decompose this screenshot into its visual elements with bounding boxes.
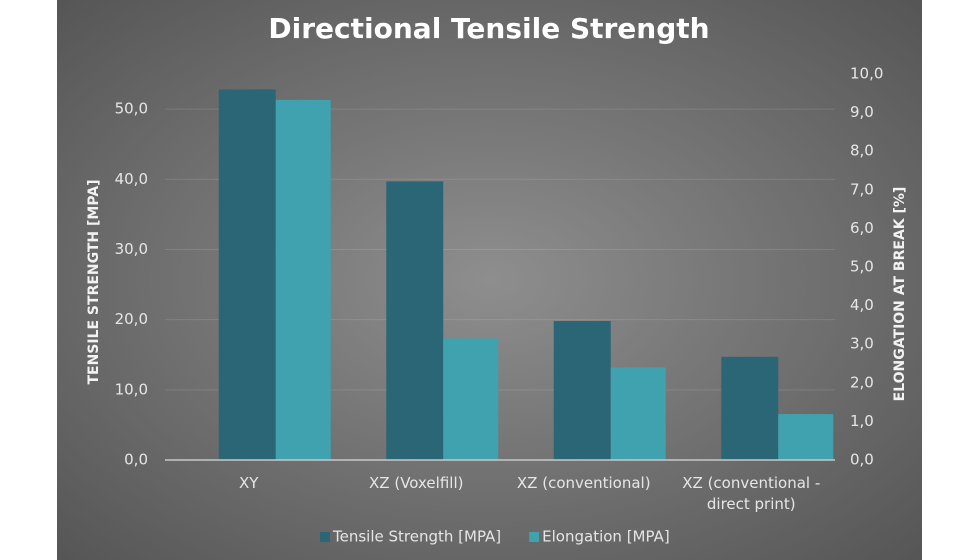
y2-tick-label: 3,0 <box>850 335 874 353</box>
y-tick-label: 50,0 <box>115 100 148 118</box>
bar <box>553 321 611 460</box>
y2-tick-label: 2,0 <box>850 373 874 391</box>
y2-tick-label: 8,0 <box>850 142 874 160</box>
legend-swatch <box>529 532 540 542</box>
legend-label: Tensile Strength [MPA] <box>332 528 501 546</box>
y2-axis-title: ELONGATION AT BREAK [%] <box>892 187 908 402</box>
legend-swatch <box>320 532 330 542</box>
bar <box>218 89 276 460</box>
y2-tick-label: 0,0 <box>850 451 874 469</box>
y-tick-label: 30,0 <box>115 240 148 258</box>
bar <box>443 338 499 460</box>
y2-tick-label: 9,0 <box>850 103 874 121</box>
y-axis-title: TENSILE STRENGTH [MPA] <box>86 179 102 384</box>
x-tick-label: XZ (conventional - direct print) <box>682 474 821 513</box>
y2-tick-label: 1,0 <box>850 412 874 430</box>
y2-tick-label: 7,0 <box>850 180 874 198</box>
bar <box>721 356 779 460</box>
y-tick-label: 0,0 <box>124 451 148 469</box>
y2-tick-label: 6,0 <box>850 219 874 237</box>
y2-tick-label: 4,0 <box>850 296 874 314</box>
x-tick-label: XY <box>239 474 259 492</box>
bar <box>778 414 834 460</box>
y-tick-label: 10,0 <box>115 380 148 398</box>
x-tick-label: XZ (Voxelfill) <box>369 474 464 492</box>
bar <box>386 181 444 461</box>
legend-label: Elongation [MPA] <box>542 528 670 546</box>
y-tick-label: 20,0 <box>115 310 148 328</box>
y-tick-label: 40,0 <box>115 170 148 188</box>
y2-tick-label: 5,0 <box>850 258 874 276</box>
x-tick-label: XZ (conventional) <box>516 474 651 492</box>
bar <box>610 367 666 460</box>
chart-background <box>57 0 922 560</box>
chart-title: Directional Tensile Strength <box>268 12 709 45</box>
bar <box>275 99 331 460</box>
y2-tick-label: 10,0 <box>850 65 883 83</box>
